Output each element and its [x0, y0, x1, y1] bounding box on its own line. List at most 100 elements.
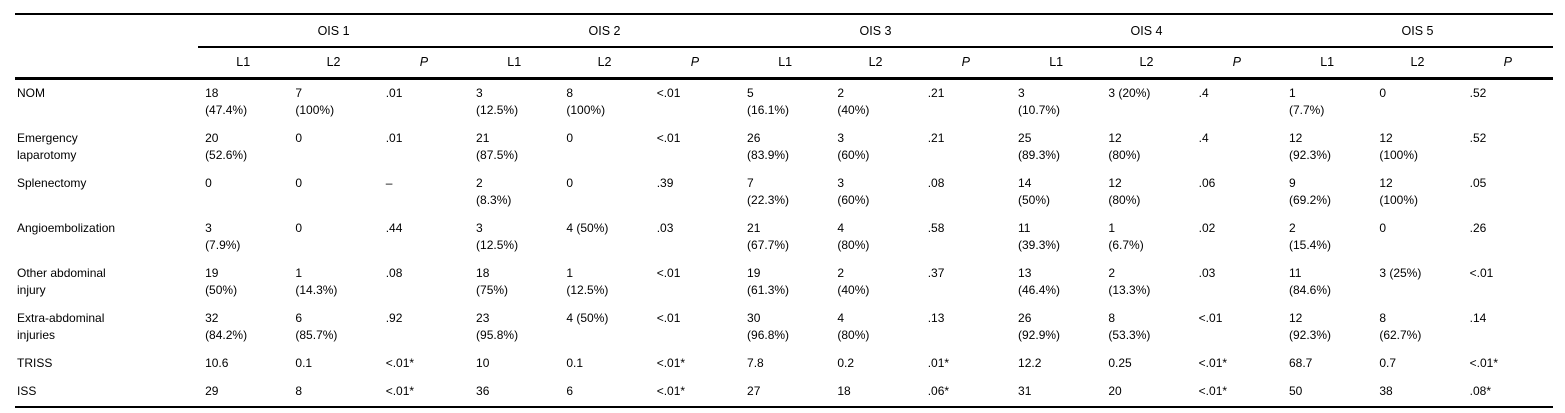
group-header-ois-5: OIS 5 — [1282, 13, 1553, 48]
cell: 5 (16.1%) — [747, 85, 790, 117]
subheader-l2-ois-4: L2 — [1101, 47, 1192, 80]
cell: <.01* — [1191, 377, 1282, 408]
row-label: NOM — [17, 85, 45, 100]
cell: .37 — [927, 265, 945, 280]
cell: 31 — [1011, 377, 1102, 408]
corner-cell-sub — [15, 47, 199, 80]
cell: 0.1 — [295, 355, 313, 370]
cell: 1 (14.3%) — [295, 265, 338, 297]
cell: 12 (92.3%) — [1289, 130, 1332, 162]
group-header-ois-2: OIS 2 — [469, 13, 741, 48]
cell: 8 (62.7%) — [1379, 310, 1422, 342]
cell: 3 (10.7%) — [1018, 85, 1061, 117]
cell: .03 — [656, 220, 674, 235]
subheader-row: L1 L2 P L1 L2 P L1 L2 P L1 L2 P L1 L2 P — [15, 47, 1553, 80]
row-label: TRISS — [17, 355, 53, 370]
cell: .4 — [1198, 130, 1209, 145]
cell: 27 — [740, 377, 831, 408]
table-row: TRISS 10.6 0.1 <.01* 10 0.1 <.01* 7.8 0.2 .01* 12.… — [15, 350, 1553, 378]
cell: <.01* — [1469, 355, 1499, 370]
cell: .4 — [1198, 85, 1209, 100]
cell: 7 (22.3%) — [747, 175, 790, 207]
cell: 0 — [205, 175, 212, 190]
cell: 4 (80%) — [837, 310, 870, 342]
cell: 18 (47.4%) — [205, 85, 248, 117]
cell: <.01* — [1198, 355, 1228, 370]
cell: 0 — [1379, 85, 1387, 100]
cell: 32 (84.2%) — [205, 310, 248, 342]
cell: 3 (20%) — [1108, 85, 1151, 100]
table-header: OIS 1 OIS 2 OIS 3 OIS 4 OIS 5 L1 L2 P L1 L2 P L1 L2… — [15, 13, 1553, 80]
cell: – — [385, 175, 393, 190]
cell: 10.6 — [205, 355, 229, 370]
subheader-l2-ois-1: L2 — [288, 47, 379, 80]
cell: 11 (39.3%) — [1018, 220, 1061, 252]
row-label: Extra-abdominal injuries — [17, 310, 105, 342]
cell: 14 (50%) — [1018, 175, 1051, 207]
group-header-ois-4: OIS 4 — [1011, 13, 1282, 48]
cell: .52 — [1469, 130, 1487, 145]
cell: <.01 — [656, 85, 681, 100]
cell: 2 (15.4%) — [1289, 220, 1332, 252]
cell: 68.7 — [1289, 355, 1313, 370]
subheader-p-ois-1: P — [378, 47, 470, 80]
cell: 36 — [469, 377, 560, 408]
subheader-p-ois-5: P — [1462, 47, 1553, 80]
cell: 4 (50%) — [566, 220, 609, 235]
cell: 21 (67.7%) — [747, 220, 790, 252]
cell: 7.8 — [747, 355, 764, 370]
row-label: Angioembolization — [17, 220, 116, 235]
cell: .02 — [1198, 220, 1216, 235]
cell: 8 — [288, 377, 379, 408]
cell: .01 — [385, 85, 403, 100]
row-label: Emergency laparotomy — [17, 130, 78, 162]
cell: .58 — [927, 220, 945, 235]
cell: 18 — [830, 377, 921, 408]
cell: 0 — [295, 175, 303, 190]
cell: 3 (25%) — [1379, 265, 1422, 280]
group-header-ois-1: OIS 1 — [198, 13, 470, 48]
cell: .26 — [1469, 220, 1487, 235]
cell: 1 (12.5%) — [566, 265, 609, 297]
subheader-l2-ois-2: L2 — [559, 47, 650, 80]
cell: .92 — [385, 310, 403, 325]
cell: .44 — [385, 220, 403, 235]
table-row: Emergency laparotomy 20 (52.6%) 0 .01 21 (87… — [15, 125, 1553, 170]
cell: 3 (12.5%) — [476, 220, 519, 252]
cell: 2 (40%) — [837, 85, 870, 117]
subheader-l2-ois-5: L2 — [1372, 47, 1463, 80]
cell: 8 (100%) — [566, 85, 606, 117]
cell: 0.7 — [1379, 355, 1397, 370]
cell: 25 (89.3%) — [1018, 130, 1061, 162]
cell: 2 (8.3%) — [476, 175, 512, 207]
cell: .21 — [927, 130, 945, 145]
cell: 26 (83.9%) — [747, 130, 790, 162]
table-row: Angioembolization 3 (7.9%) 0 .44 3 (12.5%) 4 … — [15, 215, 1553, 260]
cell: .05 — [1469, 175, 1487, 190]
table-row: Other abdominal injury 19 (50%) 1 (14.3%).… — [15, 260, 1553, 305]
subheader-p-ois-3: P — [920, 47, 1012, 80]
cell: .08 — [927, 175, 945, 190]
cell: 11 (84.6%) — [1289, 265, 1332, 297]
subheader-l1-ois-3: L1 — [740, 47, 831, 80]
row-label: Other abdominal injury — [17, 265, 106, 297]
table-row: Splenectomy 0 0 – 2 (8.3%) 0 .39 7 (22.3%) 3 (60… — [15, 170, 1553, 215]
cell: <.01 — [656, 310, 681, 325]
cell: 3 (60%) — [837, 175, 870, 207]
cell: 8 (53.3%) — [1108, 310, 1151, 342]
subheader-l1-ois-1: L1 — [198, 47, 289, 80]
cell: 7 (100%) — [295, 85, 335, 117]
cell: 12 (80%) — [1108, 175, 1141, 207]
cell: .01* — [927, 355, 950, 370]
cell: 3 (12.5%) — [476, 85, 519, 117]
cell: 0 — [295, 130, 303, 145]
cell: <.01* — [649, 377, 741, 408]
cell: .06 — [1198, 175, 1216, 190]
cell: <.01 — [656, 265, 681, 280]
cell: 0 — [1379, 220, 1387, 235]
cell: 26 (92.9%) — [1018, 310, 1061, 342]
cell: 21 (87.5%) — [476, 130, 519, 162]
row-label: Splenectomy — [17, 175, 87, 190]
cell: <.01* — [656, 355, 686, 370]
cell: .21 — [927, 85, 945, 100]
